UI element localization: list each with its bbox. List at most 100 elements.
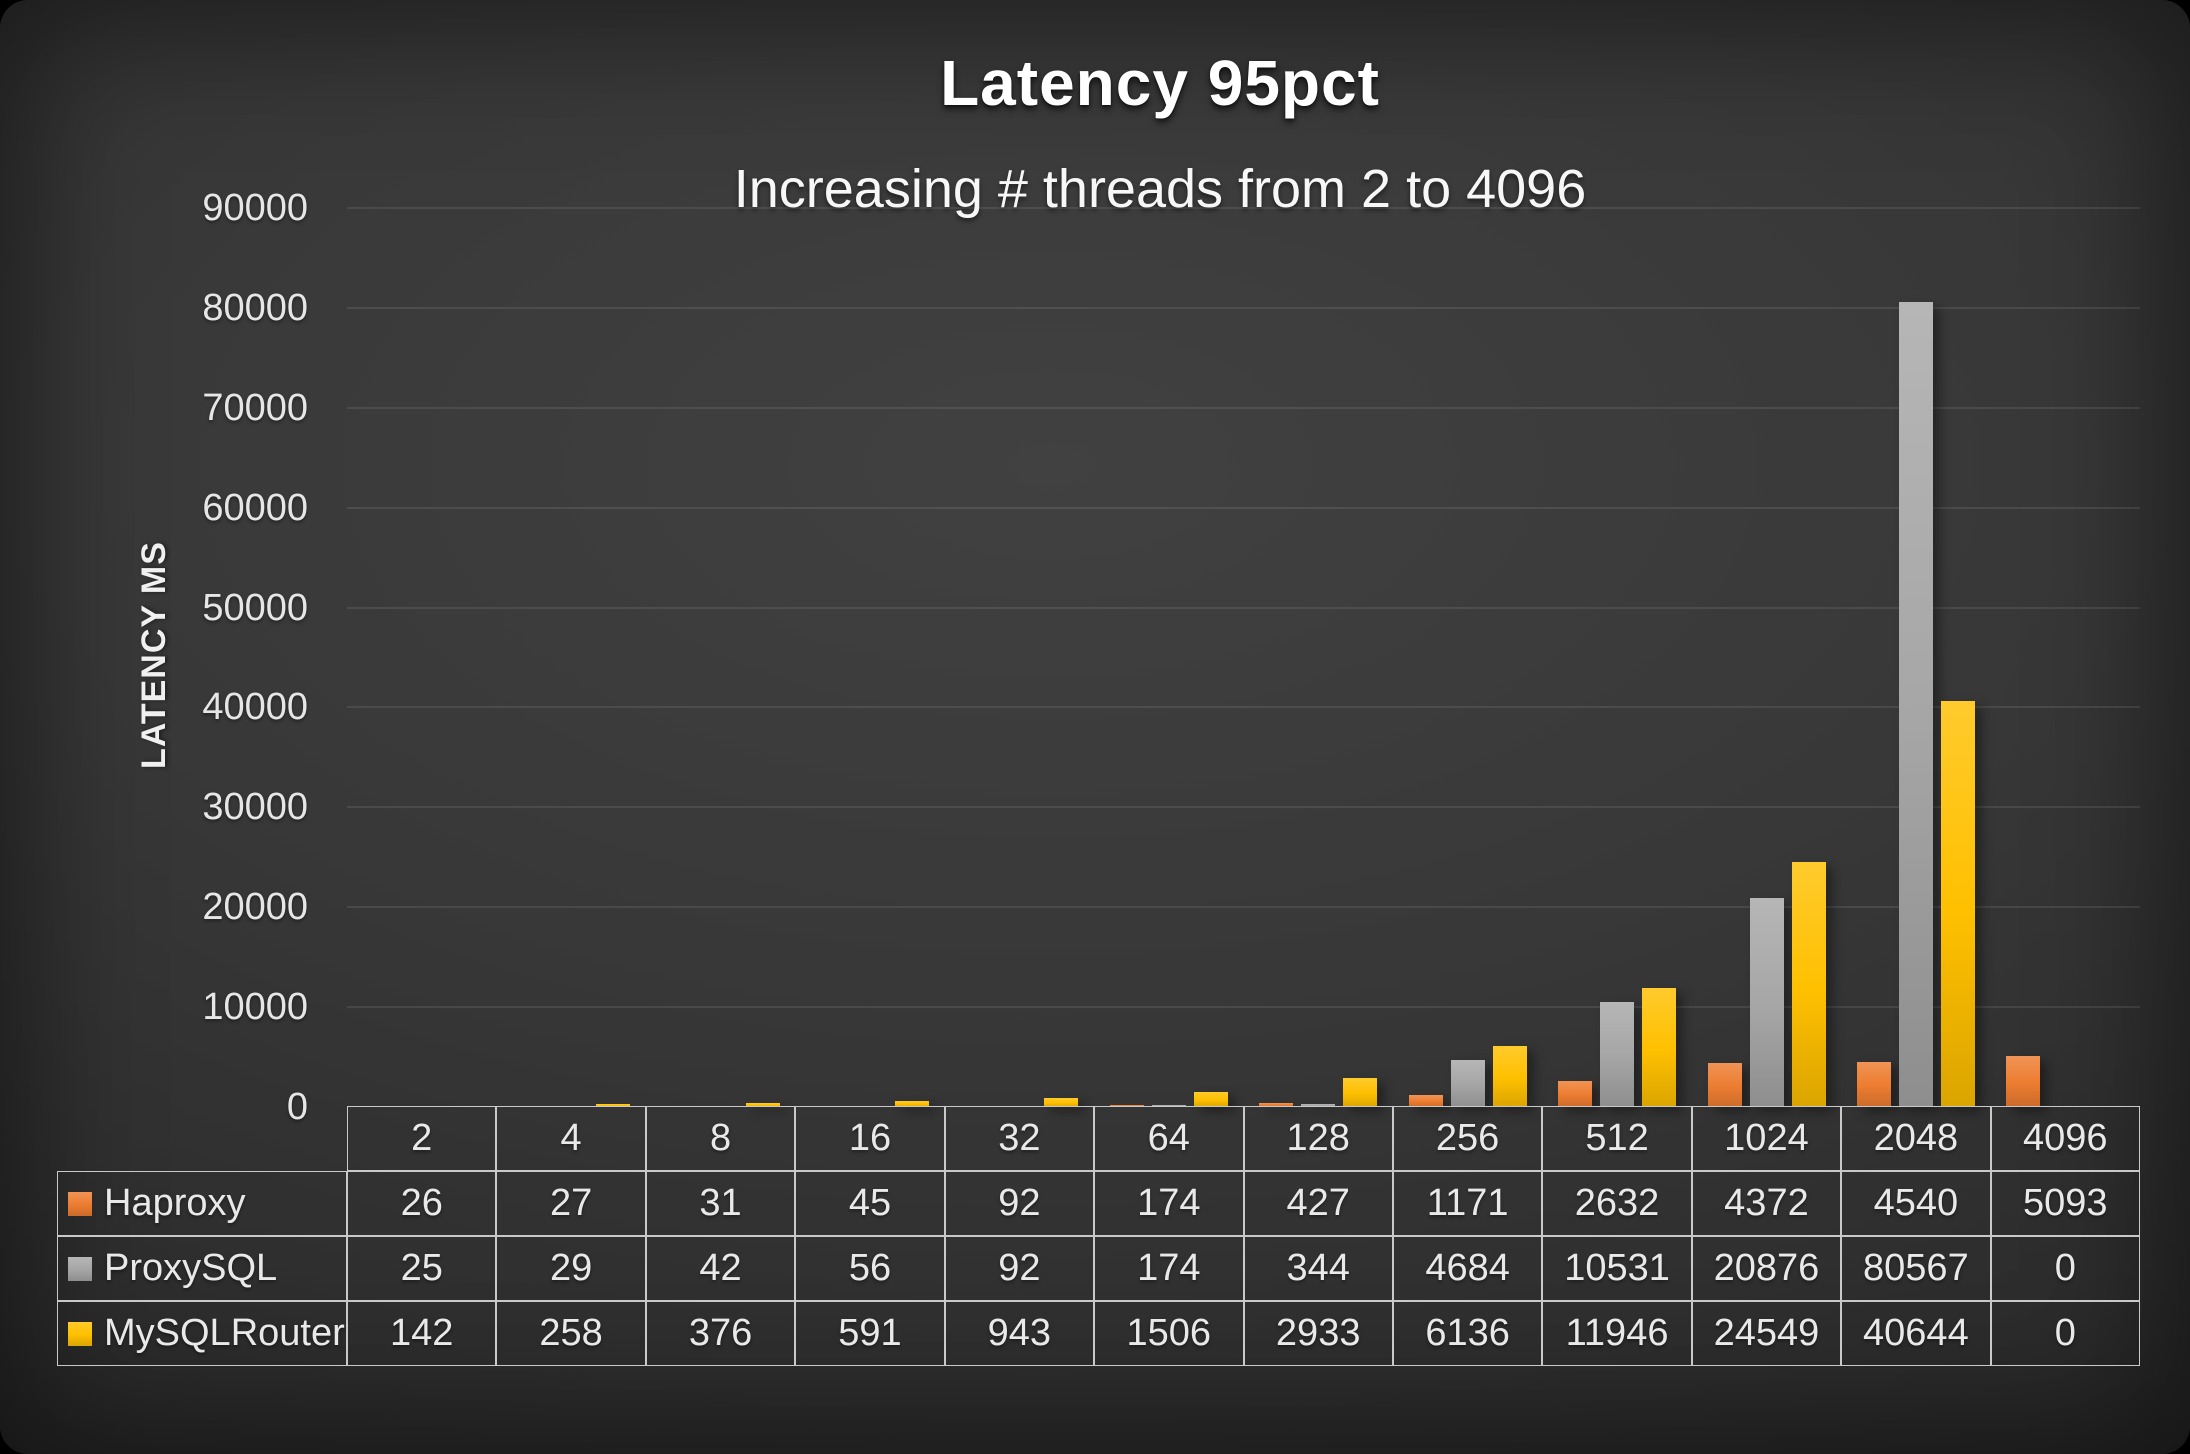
bar-group-8 bbox=[646, 208, 795, 1107]
data-table: 2 4 8 16 32 64 128 256 512 1024 2048 4096 Haproxy 26 2… bbox=[57, 1106, 2140, 1366]
bar-haproxy-2048 bbox=[1856, 1061, 1891, 1107]
cell-haproxy-64: 174 bbox=[1094, 1171, 1244, 1236]
cell-haproxy-2048: 4540 bbox=[1841, 1171, 1991, 1236]
col-header-256: 256 bbox=[1392, 1106, 1543, 1171]
cell-haproxy-4096: 5093 bbox=[1990, 1171, 2140, 1236]
bar-proxysql-128 bbox=[1301, 1103, 1336, 1107]
gridline bbox=[347, 606, 2140, 609]
bar-group-2048 bbox=[1841, 208, 1990, 1107]
cell-proxysql-4096: 0 bbox=[1990, 1236, 2140, 1301]
cell-haproxy-2: 26 bbox=[347, 1171, 497, 1236]
gridlines bbox=[347, 207, 2140, 1107]
col-header-16: 16 bbox=[795, 1106, 945, 1171]
y-tick-label: 50000 bbox=[202, 586, 308, 629]
col-header-512: 512 bbox=[1542, 1106, 1692, 1171]
bar-mysqlrouter-2048 bbox=[1940, 701, 1975, 1107]
gridline bbox=[347, 207, 2140, 209]
cell-proxysql-16: 56 bbox=[795, 1236, 945, 1301]
chart-title: Latency 95pct bbox=[940, 47, 1380, 119]
cell-proxysql-4: 29 bbox=[496, 1236, 646, 1301]
cell-haproxy-32: 92 bbox=[944, 1171, 1095, 1236]
bar-group-512 bbox=[1542, 208, 1691, 1107]
bar-group-2 bbox=[347, 208, 496, 1107]
bar-haproxy-256 bbox=[1408, 1095, 1443, 1107]
bar-mysqlrouter-256 bbox=[1492, 1045, 1527, 1107]
bar-mysqlrouter-4 bbox=[596, 1104, 631, 1107]
bar-haproxy-512 bbox=[1558, 1080, 1593, 1107]
cell-proxysql-256: 4684 bbox=[1392, 1236, 1543, 1301]
cell-mysqlrouter-128: 2933 bbox=[1243, 1301, 1393, 1366]
bar-haproxy-128 bbox=[1259, 1102, 1294, 1107]
cell-proxysql-2: 25 bbox=[347, 1236, 497, 1301]
legend-item-haproxy: Haproxy bbox=[57, 1171, 347, 1236]
bar-mysqlrouter-32 bbox=[1044, 1097, 1079, 1107]
cell-proxysql-8: 42 bbox=[645, 1236, 796, 1301]
legend-swatch-proxysql bbox=[68, 1256, 92, 1281]
bar-mysqlrouter-1024 bbox=[1791, 861, 1826, 1107]
y-tick-label: 30000 bbox=[202, 786, 308, 829]
bar-group-4 bbox=[496, 208, 645, 1107]
bar-proxysql-1024 bbox=[1749, 898, 1784, 1107]
cell-haproxy-4: 27 bbox=[496, 1171, 646, 1236]
plot-area bbox=[347, 208, 2140, 1107]
table-corner-empty bbox=[57, 1106, 347, 1171]
y-tick-label: 20000 bbox=[202, 886, 308, 929]
cell-mysqlrouter-64: 1506 bbox=[1094, 1301, 1244, 1366]
y-tick-label: 10000 bbox=[202, 986, 308, 1029]
bar-group-128 bbox=[1244, 208, 1393, 1107]
legend-item-mysqlrouter: MySQLRouter bbox=[57, 1301, 347, 1366]
y-tick-label: 60000 bbox=[202, 486, 308, 529]
cell-mysqlrouter-1024: 24549 bbox=[1691, 1301, 1842, 1366]
cell-mysqlrouter-32: 943 bbox=[944, 1301, 1095, 1366]
gridline bbox=[347, 306, 2140, 309]
series-name-mysqlrouter: MySQLRouter bbox=[104, 1312, 345, 1354]
cell-haproxy-256: 1171 bbox=[1392, 1171, 1543, 1236]
cell-proxysql-2048: 80567 bbox=[1841, 1236, 1991, 1301]
bar-mysqlrouter-8 bbox=[745, 1103, 780, 1107]
bar-group-1024 bbox=[1692, 208, 1841, 1107]
y-tick-label: 70000 bbox=[202, 386, 308, 429]
gridline bbox=[347, 906, 2140, 909]
col-header-4: 4 bbox=[496, 1106, 646, 1171]
bar-proxysql-256 bbox=[1450, 1060, 1485, 1107]
bar-group-32 bbox=[945, 208, 1094, 1107]
gridline bbox=[347, 506, 2140, 509]
legend-swatch-haproxy bbox=[68, 1191, 92, 1216]
cell-proxysql-512: 10531 bbox=[1542, 1236, 1692, 1301]
bar-group-64 bbox=[1094, 208, 1243, 1107]
cell-mysqlrouter-512: 11946 bbox=[1542, 1301, 1692, 1366]
cell-haproxy-512: 2632 bbox=[1542, 1171, 1692, 1236]
series-name-proxysql: ProxySQL bbox=[104, 1247, 278, 1289]
cell-haproxy-128: 427 bbox=[1243, 1171, 1393, 1236]
gridline bbox=[347, 1006, 2140, 1009]
cell-proxysql-32: 92 bbox=[944, 1236, 1095, 1301]
cell-mysqlrouter-4: 258 bbox=[496, 1301, 646, 1366]
y-tick-label: 90000 bbox=[202, 187, 308, 229]
bar-mysqlrouter-64 bbox=[1193, 1091, 1228, 1107]
col-header-2: 2 bbox=[347, 1106, 497, 1171]
cell-proxysql-128: 344 bbox=[1243, 1236, 1393, 1301]
cell-haproxy-8: 31 bbox=[645, 1171, 796, 1236]
cell-haproxy-1024: 4372 bbox=[1691, 1171, 1842, 1236]
bar-group-256 bbox=[1393, 208, 1542, 1107]
col-header-64: 64 bbox=[1094, 1106, 1244, 1171]
gridline bbox=[347, 806, 2140, 809]
cell-proxysql-1024: 20876 bbox=[1691, 1236, 1842, 1301]
col-header-8: 8 bbox=[645, 1106, 796, 1171]
cell-proxysql-64: 174 bbox=[1094, 1236, 1244, 1301]
col-header-4096: 4096 bbox=[1990, 1106, 2140, 1171]
cell-mysqlrouter-16: 591 bbox=[795, 1301, 945, 1366]
bar-group-4096 bbox=[1991, 208, 2140, 1107]
bar-group-16 bbox=[795, 208, 944, 1107]
legend-item-proxysql: ProxySQL bbox=[57, 1236, 347, 1301]
bar-proxysql-2048 bbox=[1898, 302, 1933, 1107]
bar-haproxy-4096 bbox=[2006, 1056, 2041, 1107]
series-name-haproxy: Haproxy bbox=[104, 1182, 246, 1224]
bar-mysqlrouter-512 bbox=[1642, 987, 1677, 1107]
bar-mysqlrouter-128 bbox=[1343, 1077, 1378, 1107]
cell-mysqlrouter-8: 376 bbox=[645, 1301, 796, 1366]
col-header-32: 32 bbox=[944, 1106, 1095, 1171]
y-axis-tick-labels: 0 10000 20000 30000 40000 50000 60000 70000 8000… bbox=[0, 187, 308, 1128]
cell-mysqlrouter-256: 6136 bbox=[1392, 1301, 1543, 1366]
